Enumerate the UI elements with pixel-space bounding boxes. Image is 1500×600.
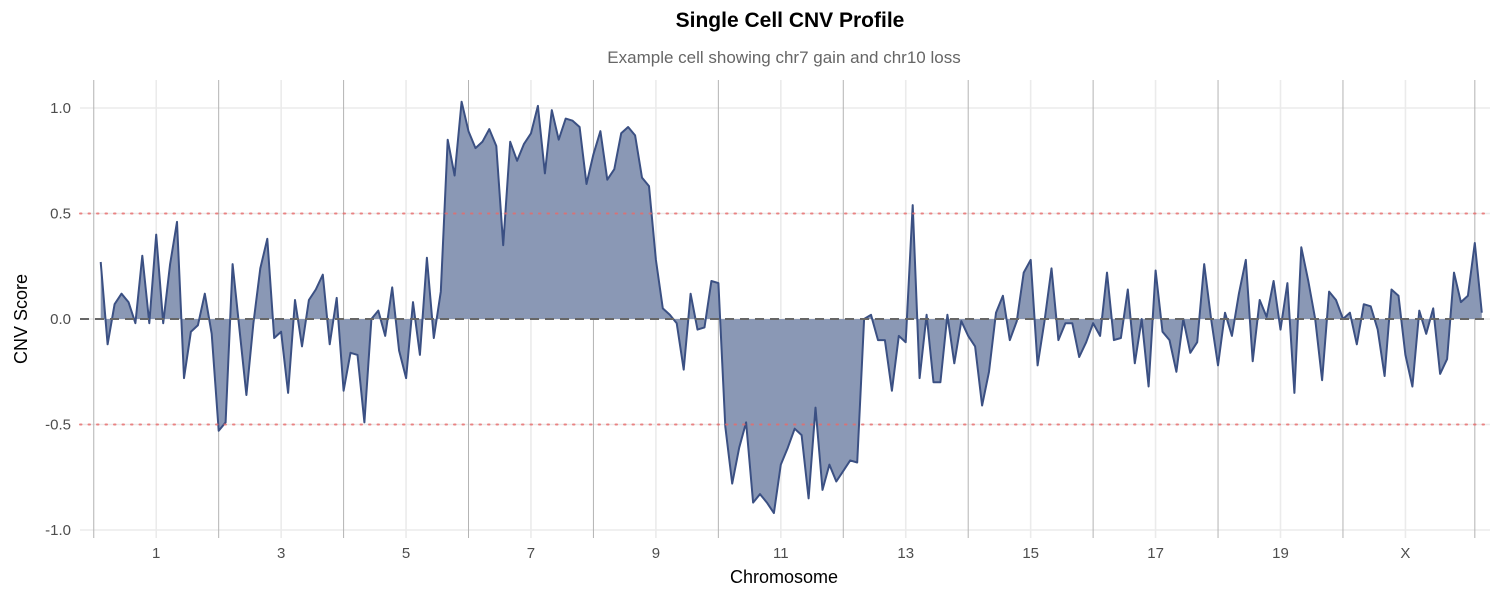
cnv-area — [99, 100, 1483, 515]
x-tick-label: 11 — [773, 545, 789, 562]
x-tick-label: 15 — [1022, 545, 1039, 562]
x-tick-label: 13 — [897, 545, 914, 562]
x-tick-label: 3 — [277, 545, 285, 562]
x-tick-label: 9 — [652, 545, 660, 562]
y-tick-label: 1.0 — [50, 100, 71, 117]
x-axis-ticks: 1 3 5 7 9 11 13 15 17 19 X — [152, 545, 1410, 562]
cnv-fill — [100, 101, 1482, 514]
y-tick-label: -1.0 — [45, 522, 71, 539]
x-tick-label: 7 — [527, 545, 535, 562]
y-tick-label: -0.5 — [45, 417, 71, 434]
y-tick-label: 0.5 — [50, 206, 71, 223]
chart-subtitle: Example cell showing chr7 gain and chr10… — [607, 48, 960, 67]
x-tick-label: X — [1400, 545, 1410, 562]
cnv-line — [99, 100, 1483, 515]
y-tick-label: 0.0 — [50, 311, 71, 328]
x-tick-label: 1 — [152, 545, 160, 562]
x-tick-label: 19 — [1272, 545, 1289, 562]
reference-lines — [79, 212, 1491, 426]
y-axis-label: CNV Score — [11, 274, 31, 364]
x-tick-label: 5 — [402, 545, 410, 562]
chart-title: Single Cell CNV Profile — [676, 9, 905, 32]
x-tick-label: 17 — [1147, 545, 1164, 562]
y-axis-ticks: 1.0 0.5 0.0 -0.5 -1.0 — [45, 100, 71, 539]
x-axis-label: Chromosome — [730, 567, 838, 587]
